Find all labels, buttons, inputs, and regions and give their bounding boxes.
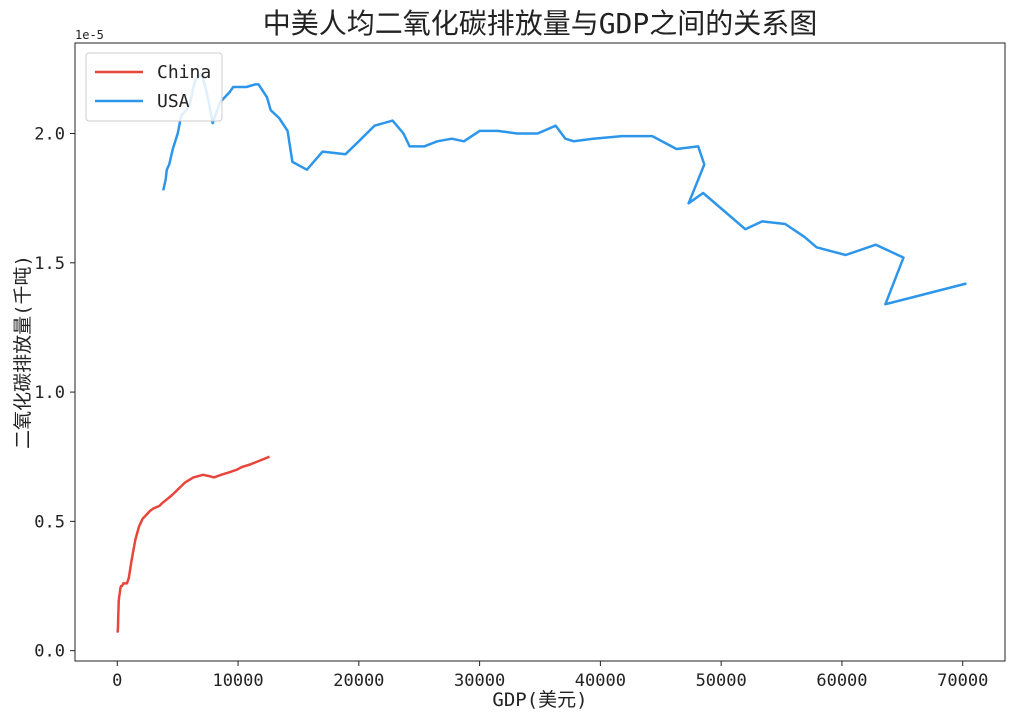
x-tick-label: 20000: [333, 671, 384, 691]
y-tick-label: 0.0: [34, 642, 65, 662]
x-tick-label: 30000: [454, 671, 505, 691]
y-tick-label: 2.0: [34, 125, 65, 145]
x-axis-ticks: 0 10000 20000 30000 40000 50000 60000 70000: [112, 661, 988, 691]
x-tick-label: 40000: [575, 671, 626, 691]
x-tick-label: 50000: [696, 671, 747, 691]
legend-label-usa: USA: [157, 91, 190, 112]
legend: China USA: [85, 52, 223, 122]
x-tick-label: 10000: [212, 671, 263, 691]
y-tick-label: 0.5: [34, 512, 65, 532]
y-axis-ticks: 0.0 0.5 1.0 1.5 2.0: [34, 125, 75, 662]
chart-title: 中美人均二氧化碳排放量与GDP之间的关系图: [263, 7, 818, 40]
x-tick-label: 70000: [937, 671, 988, 691]
y-axis-label: 二氧化碳排放量(千吨): [12, 255, 34, 449]
x-tick-label: 60000: [816, 671, 867, 691]
x-axis-label: GDP(美元): [492, 689, 587, 711]
plot-area: [74, 42, 1006, 662]
y-tick-label: 1.5: [34, 254, 65, 274]
series-line-china: [116, 455, 270, 633]
legend-box: [85, 52, 223, 122]
y-tick-label: 1.0: [34, 383, 65, 403]
legend-label-china: China: [157, 62, 211, 83]
x-tick-label: 0: [112, 671, 122, 691]
y-offset-label: 1e-5: [75, 28, 104, 42]
